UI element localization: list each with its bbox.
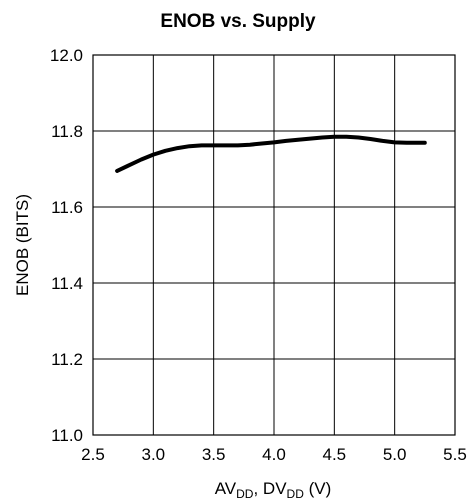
y-axis-ticks: 11.0 11.2 11.4 11.6 11.8 12.0 — [50, 46, 83, 445]
x-tick-label: 5.5 — [443, 445, 467, 464]
x-tick-label: 4.0 — [262, 445, 286, 464]
x-axis-ticks: 2.5 3.0 3.5 4.0 4.5 5.0 5.5 — [81, 445, 467, 464]
x-tick-label: 5.0 — [383, 445, 407, 464]
x-tick-label: 3.0 — [142, 445, 166, 464]
plot-frame — [92, 54, 456, 436]
x-axis-label-subscript: DD — [287, 487, 305, 501]
x-axis-label: AVDD, DVDD (V) — [215, 479, 332, 501]
x-axis-label-subscript: DD — [236, 487, 254, 501]
enob-series-line — [115, 134, 427, 173]
x-axis-label-part: (V) — [304, 479, 331, 498]
chart-title: ENOB vs. Supply — [160, 11, 316, 32]
y-tick-label: 11.4 — [51, 274, 83, 293]
y-tick-label: 11.2 — [51, 350, 83, 369]
x-axis-label-part: , DV — [253, 479, 287, 498]
y-axis-label: ENOB (BITS) — [13, 194, 32, 296]
x-tick-label: 3.5 — [202, 445, 226, 464]
x-tick-label: 2.5 — [81, 445, 105, 464]
y-tick-label: 11.0 — [51, 426, 83, 445]
y-tick-label: 11.8 — [51, 122, 83, 141]
grid-lines — [92, 54, 456, 436]
y-tick-label: 11.6 — [51, 198, 83, 217]
x-axis-label-part: AV — [215, 479, 237, 498]
x-tick-label: 4.5 — [323, 445, 347, 464]
y-tick-label: 12.0 — [50, 46, 83, 65]
